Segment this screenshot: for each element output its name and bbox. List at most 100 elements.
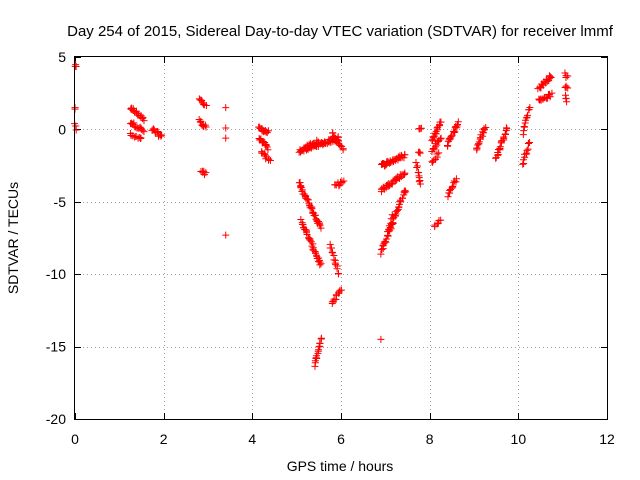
data-point bbox=[222, 231, 230, 239]
x-tick-label: 4 bbox=[248, 431, 256, 447]
data-point bbox=[140, 117, 148, 125]
x-tick-label: 0 bbox=[71, 431, 79, 447]
data-point bbox=[433, 150, 441, 158]
data-point bbox=[450, 128, 458, 136]
data-point bbox=[311, 211, 319, 219]
data-points bbox=[71, 61, 572, 370]
data-point bbox=[158, 131, 166, 139]
data-point bbox=[414, 169, 422, 177]
data-point bbox=[503, 125, 511, 133]
data-point bbox=[401, 151, 409, 159]
data-point bbox=[317, 260, 325, 268]
data-point bbox=[412, 158, 420, 166]
data-point bbox=[448, 184, 456, 192]
data-point bbox=[333, 136, 341, 144]
data-point bbox=[308, 205, 316, 213]
data-point bbox=[435, 149, 443, 157]
x-tick-labels: 0 2 4 6 8 10 12 bbox=[71, 431, 615, 447]
data-point bbox=[525, 139, 532, 147]
data-point bbox=[401, 169, 409, 177]
data-point bbox=[416, 180, 424, 188]
data-point bbox=[526, 103, 534, 111]
data-point bbox=[433, 220, 441, 228]
data-point bbox=[413, 164, 421, 172]
data-point bbox=[72, 63, 80, 71]
data-point bbox=[202, 169, 210, 177]
data-point bbox=[520, 123, 528, 131]
data-point bbox=[399, 171, 407, 179]
x-axis-label: GPS time / hours bbox=[287, 458, 394, 474]
data-point bbox=[444, 141, 452, 149]
data-point bbox=[222, 124, 230, 132]
data-point bbox=[437, 216, 445, 224]
data-point bbox=[336, 142, 344, 150]
data-point bbox=[524, 111, 532, 119]
data-point bbox=[401, 187, 409, 195]
y-tick-label: -5 bbox=[54, 194, 67, 210]
data-point bbox=[377, 250, 385, 258]
data-point bbox=[454, 118, 462, 126]
data-point bbox=[564, 84, 572, 92]
data-point bbox=[316, 339, 324, 347]
data-point bbox=[222, 134, 230, 142]
data-point bbox=[378, 245, 386, 253]
data-point bbox=[330, 256, 338, 264]
data-point bbox=[387, 215, 395, 223]
y-tick-label: -15 bbox=[46, 339, 66, 355]
x-tick-label: 10 bbox=[511, 431, 527, 447]
data-point bbox=[72, 126, 80, 134]
data-point bbox=[402, 188, 410, 196]
y-axis-label: SDTVAR / TECUs bbox=[5, 182, 21, 294]
x-tick-label: 6 bbox=[337, 431, 345, 447]
data-point bbox=[314, 138, 322, 146]
data-point bbox=[72, 61, 80, 69]
data-point bbox=[332, 261, 340, 269]
data-point bbox=[202, 102, 210, 110]
data-point bbox=[475, 140, 483, 148]
data-point bbox=[139, 113, 147, 121]
data-point bbox=[377, 335, 385, 343]
data-point bbox=[398, 194, 406, 202]
data-point bbox=[546, 93, 554, 101]
data-point bbox=[413, 162, 421, 170]
data-point bbox=[264, 146, 272, 154]
data-point bbox=[523, 146, 531, 154]
data-point bbox=[317, 334, 325, 342]
y-tick-labels: -20 -15 -10 -5 0 5 bbox=[46, 49, 66, 427]
y-tick-label: 5 bbox=[58, 49, 66, 65]
data-point bbox=[129, 107, 137, 115]
data-point bbox=[265, 155, 273, 163]
data-point bbox=[303, 231, 311, 239]
data-point bbox=[416, 148, 424, 156]
chart-title: Day 254 of 2015, Sidereal Day-to-day VTE… bbox=[67, 23, 614, 40]
data-point bbox=[526, 139, 534, 147]
data-point bbox=[222, 104, 230, 112]
data-point bbox=[482, 123, 490, 131]
data-point bbox=[444, 193, 452, 201]
data-point bbox=[400, 154, 408, 162]
data-point bbox=[501, 130, 509, 138]
data-point bbox=[562, 82, 570, 90]
data-point bbox=[317, 224, 325, 232]
data-point bbox=[417, 124, 425, 132]
data-point bbox=[338, 179, 346, 187]
x-tick-label: 12 bbox=[599, 431, 615, 447]
data-point bbox=[563, 98, 571, 106]
data-point bbox=[130, 119, 138, 127]
data-point bbox=[496, 144, 504, 152]
data-point bbox=[337, 286, 345, 294]
data-point bbox=[546, 73, 554, 81]
data-point bbox=[523, 113, 531, 121]
data-point bbox=[339, 146, 347, 154]
data-point bbox=[447, 133, 455, 141]
data-point bbox=[202, 123, 210, 131]
x-tick-label: 2 bbox=[160, 431, 168, 447]
data-point bbox=[449, 182, 457, 190]
data-point bbox=[262, 142, 270, 150]
data-point bbox=[480, 125, 488, 133]
data-point bbox=[391, 212, 399, 220]
data-point bbox=[334, 270, 342, 278]
data-point bbox=[519, 160, 527, 168]
y-tick-label: 0 bbox=[58, 121, 66, 137]
